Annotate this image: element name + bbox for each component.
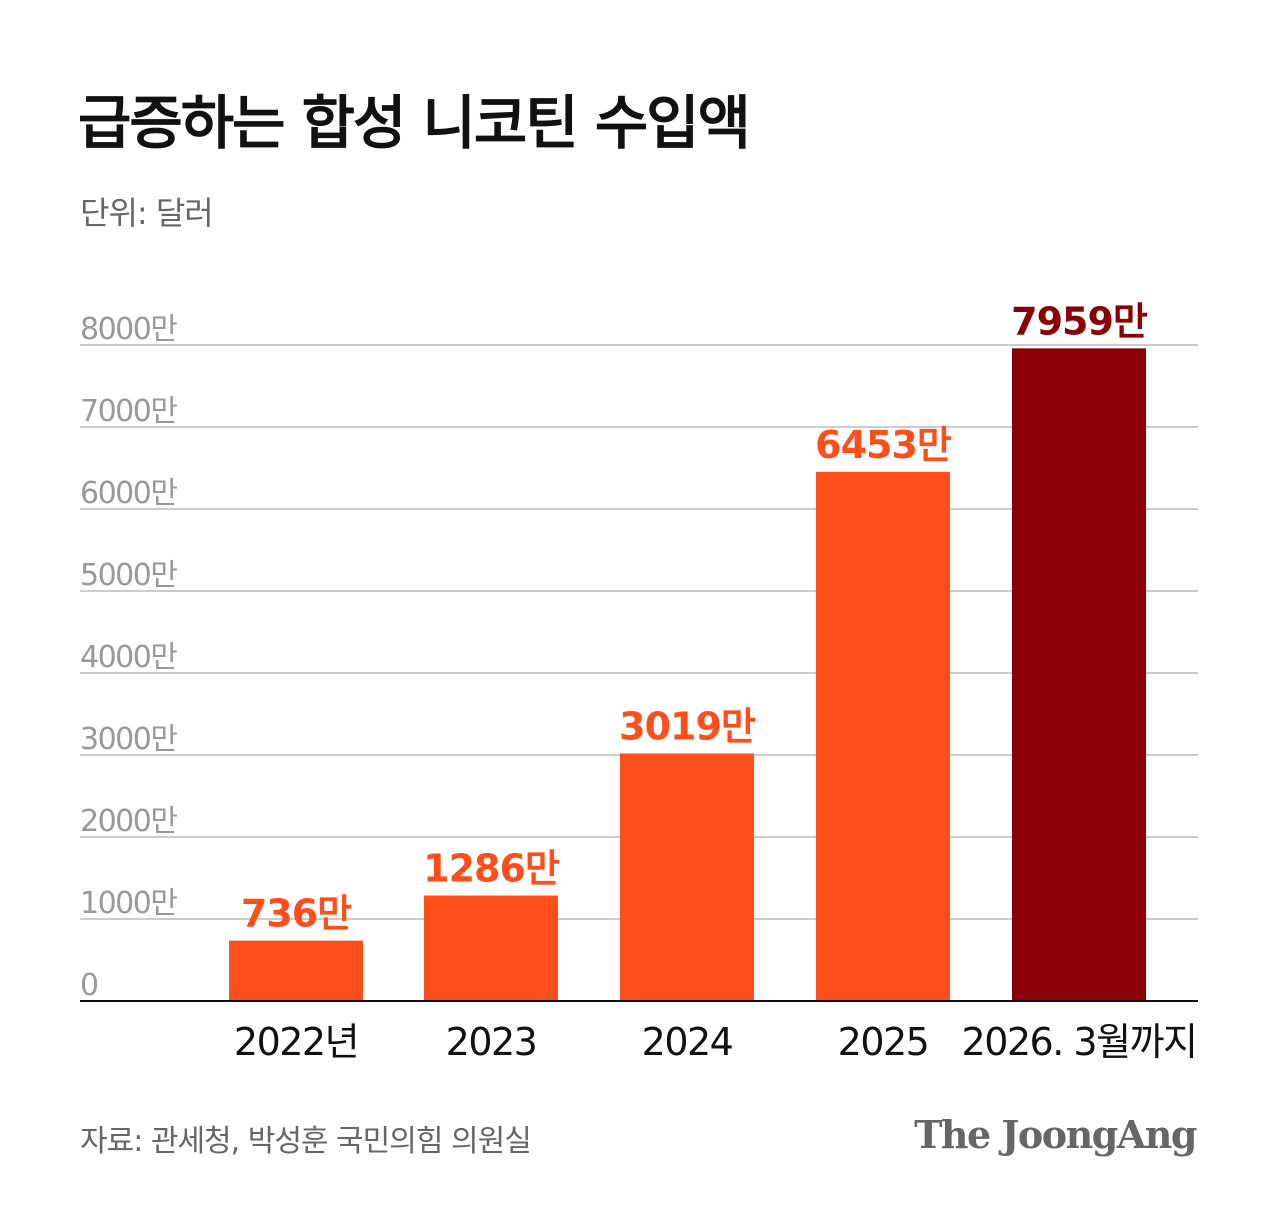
bar <box>229 940 363 1001</box>
y-tick-label: 8000만 <box>80 312 177 347</box>
bar <box>816 471 950 1001</box>
source-note: 자료: 관세청, 박성훈 국민의힘 의원실 <box>80 1124 532 1159</box>
y-tick-label: 4000만 <box>80 640 177 675</box>
x-tick-label: 2023 <box>446 1020 537 1064</box>
y-tick-label: 0 <box>80 968 98 1003</box>
data-label: 1286만 <box>423 847 560 891</box>
bar <box>620 753 754 1001</box>
y-tick-label: 2000만 <box>80 804 177 839</box>
x-tick-label: 2024 <box>642 1020 733 1064</box>
unit-label: 단위: 달러 <box>80 194 214 232</box>
x-tick-label: 2025 <box>838 1020 929 1064</box>
y-tick-label: 1000만 <box>80 886 177 921</box>
y-tick-label: 3000만 <box>80 722 177 757</box>
y-tick-label: 7000만 <box>80 394 177 429</box>
chart-title: 급증하는 합성 니코틴 수입액 <box>78 89 751 157</box>
data-label: 6453만 <box>815 423 952 467</box>
publisher-logo: The JoongAng <box>914 1112 1197 1157</box>
data-label: 7959만 <box>1011 299 1148 343</box>
bar <box>424 895 558 1001</box>
data-label: 3019만 <box>619 704 756 748</box>
bar <box>1012 348 1146 1001</box>
y-tick-label: 6000만 <box>80 476 177 511</box>
x-tick-label: 2022년 <box>234 1020 358 1064</box>
y-tick-label: 5000만 <box>80 558 177 593</box>
x-tick-label: 2026. 3월까지 <box>962 1020 1197 1064</box>
data-label: 736만 <box>241 892 352 936</box>
